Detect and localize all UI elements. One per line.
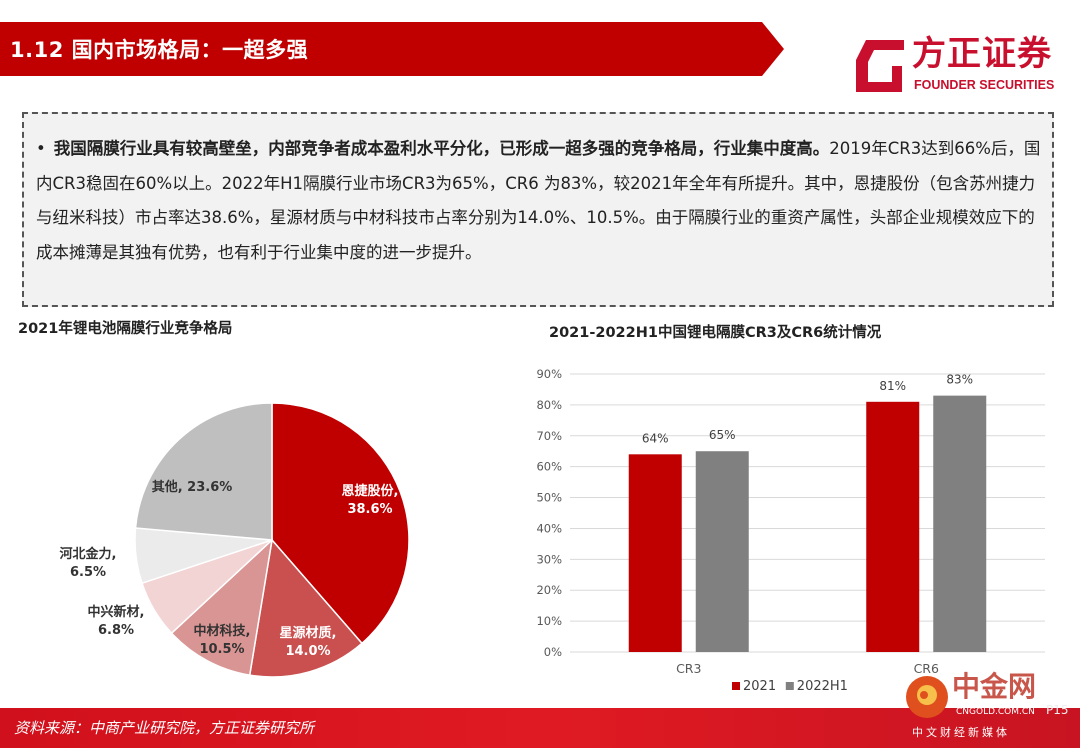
bar-value-label: 83% — [946, 373, 973, 387]
legend-label: 2022H1 — [797, 679, 848, 694]
pie-slice — [134, 402, 273, 541]
bar — [866, 401, 920, 652]
watermark-cn: 中金网 — [952, 670, 1037, 703]
y-tick-label: 50% — [536, 491, 562, 505]
y-tick-label: 90% — [536, 367, 562, 381]
legend-label: 2021 — [743, 679, 776, 694]
title-banner-shape — [0, 22, 784, 76]
logo-mark-icon — [856, 40, 904, 92]
source-note: 资料来源：中商产业研究院，方正证券研究所 — [14, 719, 315, 737]
footer-bar: 资料来源：中商产业研究院，方正证券研究所 — [0, 708, 1080, 748]
y-tick-label: 10% — [536, 614, 562, 628]
y-tick-label: 20% — [536, 583, 562, 597]
x-category-label: CR6 — [914, 661, 939, 676]
y-tick-label: 60% — [536, 460, 562, 474]
pie-chart: 恩捷股份, 38.6% 星源材质, 14.0% 中材科技, 10.5% 中兴新材, 6.8% 河… — [60, 402, 410, 678]
bar-value-label: 81% — [879, 379, 906, 393]
watermark-en: CNGOLD.COM.CN — [956, 707, 1035, 717]
y-tick-label: 70% — [536, 429, 562, 443]
watermark-sub: 中文财经新媒体 — [912, 726, 1010, 739]
founder-securities-logo: 方正证券 FOUNDER SECURITIES — [852, 34, 1062, 96]
summary-box: • 我国隔膜行业具有较高壁垒，内部竞争者成本盈利水平分化，已形成一超多强的竞争格局… — [22, 112, 1054, 307]
pie-label: 其他, 23.6% — [152, 479, 233, 495]
legend-swatch — [785, 682, 794, 690]
y-tick-label: 0% — [544, 645, 562, 659]
x-category-label: CR3 — [676, 661, 701, 676]
pie-value-label: 38.6% — [347, 502, 392, 517]
pie-chart-title: 2021年锂电池隔膜行业竞争格局 — [18, 321, 233, 337]
pie-value-label: 6.5% — [70, 565, 106, 580]
pie-label: 星源材质, — [280, 625, 337, 641]
page-number: P15 — [1046, 703, 1069, 717]
pie-label: 河北金力, — [60, 546, 117, 562]
pie-label: 中兴新材, — [88, 604, 145, 620]
summary-body: 2019年CR3达到66%后，国内CR3稳固在60%以上。2022年H1隔膜行业… — [36, 139, 1041, 262]
pie-value-label: 14.0% — [285, 644, 330, 659]
pie-value-label: 10.5% — [199, 642, 244, 657]
bar — [695, 451, 749, 652]
summary-bold: 我国隔膜行业具有较高壁垒，内部竞争者成本盈利水平分化，已形成一超多强的竞争格局，… — [53, 139, 830, 158]
logo-text-en: FOUNDER SECURITIES — [914, 78, 1055, 92]
logo-text-cn: 方正证券 — [912, 34, 1052, 74]
slide-title: 1.12 国内市场格局：一超多强 — [10, 38, 309, 62]
bar — [628, 454, 682, 652]
bar-value-label: 64% — [642, 431, 669, 445]
bar-chart: 0% 10% 20% 30% 40% 50% 60% 70% 80% 90% 64% 65% CR3 81… — [536, 367, 1045, 694]
pie-label: 中材科技, — [194, 623, 251, 639]
cngold-logo-icon — [906, 676, 948, 718]
bar-value-label: 65% — [709, 428, 736, 442]
summary-paragraph: • 我国隔膜行业具有较高壁垒，内部竞争者成本盈利水平分化，已形成一超多强的竞争格局… — [36, 132, 1041, 270]
y-tick-label: 80% — [536, 398, 562, 412]
legend-swatch — [732, 682, 740, 690]
y-tick-label: 30% — [536, 552, 562, 566]
y-tick-label: 40% — [536, 521, 562, 535]
pie-value-label: 6.8% — [98, 623, 134, 638]
pie-slice — [170, 537, 274, 677]
bullet-icon: • — [36, 139, 46, 158]
bar — [933, 395, 987, 652]
bar-chart-title: 2021-2022H1中国锂电隔膜CR3及CR6统计情况 — [549, 325, 882, 341]
pie-slice — [248, 538, 364, 678]
pie-slice — [271, 402, 410, 645]
cngold-watermark: 中金网 CNGOLD.COM.CN 中文财经新媒体 P15 — [900, 670, 1080, 748]
pie-label: 恩捷股份, — [342, 483, 399, 499]
slide-title-bar: 1.12 国内市场格局：一超多强 — [0, 22, 784, 76]
